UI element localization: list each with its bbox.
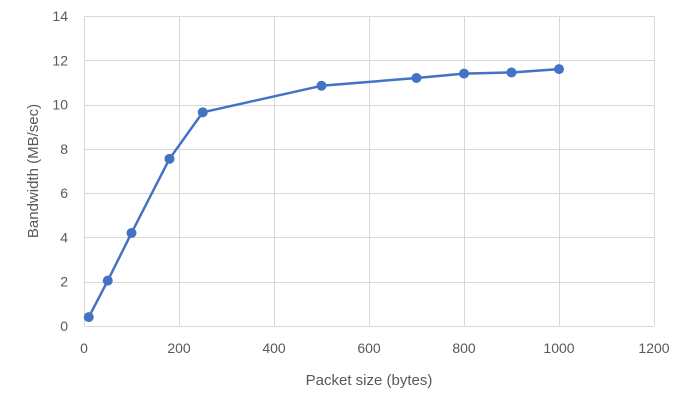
y-tick-label: 2 <box>60 274 68 290</box>
grid-lines <box>84 16 655 327</box>
y-tick-label: 14 <box>52 8 68 24</box>
y-tick-label: 10 <box>52 97 68 113</box>
x-tick-label: 600 <box>357 340 381 356</box>
y-tick-label: 6 <box>60 185 68 201</box>
data-point <box>164 153 175 164</box>
y-tick-label: 0 <box>60 318 68 334</box>
data-point <box>126 228 137 238</box>
series-layer <box>83 64 564 323</box>
x-tick-label: 800 <box>452 340 476 356</box>
x-tick-label: 400 <box>262 340 286 356</box>
y-tick-label: 12 <box>52 52 68 68</box>
data-point <box>506 67 517 78</box>
x-tick-label: 1000 <box>543 340 574 356</box>
y-tick-label: 4 <box>60 229 68 245</box>
data-point <box>554 64 564 75</box>
data-point <box>459 68 469 79</box>
x-tick-label: 0 <box>80 340 88 356</box>
x-axis-tick-labels: 0 200 400 600 800 1000 1200 <box>80 340 670 356</box>
data-point <box>316 80 327 91</box>
data-point <box>102 275 113 286</box>
x-axis-title: Packet size (bytes) <box>306 372 433 389</box>
y-axis-tick-labels: 0 2 4 6 8 10 12 14 <box>52 8 68 334</box>
x-tick-label: 200 <box>167 340 191 356</box>
y-axis-title: Bandwidth (MB/sec) <box>25 104 42 238</box>
series-line <box>87 67 561 319</box>
y-tick-label: 8 <box>60 141 68 157</box>
data-point <box>197 107 208 118</box>
data-point <box>83 312 94 323</box>
x-tick-label: 1200 <box>638 340 669 356</box>
data-point <box>411 73 422 83</box>
